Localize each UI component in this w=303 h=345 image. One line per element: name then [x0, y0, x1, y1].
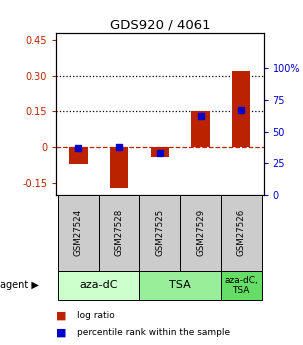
- Bar: [191, 111, 210, 147]
- Bar: [221, 271, 261, 300]
- Title: GDS920 / 4061: GDS920 / 4061: [109, 19, 210, 32]
- Text: ■: ■: [56, 311, 67, 321]
- Text: GSM27525: GSM27525: [155, 209, 164, 256]
- Bar: [151, 147, 169, 157]
- Text: GSM27529: GSM27529: [196, 209, 205, 256]
- Text: agent ▶: agent ▶: [0, 280, 39, 290]
- Bar: [139, 271, 221, 300]
- Bar: [69, 147, 88, 164]
- Bar: [58, 271, 139, 300]
- Bar: [58, 195, 99, 271]
- Text: aza-dC: aza-dC: [79, 280, 118, 290]
- Bar: [139, 195, 180, 271]
- Text: log ratio: log ratio: [77, 311, 115, 320]
- Bar: [99, 195, 139, 271]
- Bar: [221, 195, 261, 271]
- Bar: [232, 71, 250, 147]
- Bar: [110, 147, 128, 188]
- Text: TSA: TSA: [169, 280, 191, 290]
- Text: ■: ■: [56, 328, 67, 338]
- Text: GSM27524: GSM27524: [74, 209, 83, 256]
- Text: GSM27528: GSM27528: [115, 209, 124, 256]
- Bar: [180, 195, 221, 271]
- Text: percentile rank within the sample: percentile rank within the sample: [77, 328, 230, 337]
- Text: GSM27526: GSM27526: [237, 209, 246, 256]
- Text: aza-dC,
TSA: aza-dC, TSA: [224, 276, 258, 295]
